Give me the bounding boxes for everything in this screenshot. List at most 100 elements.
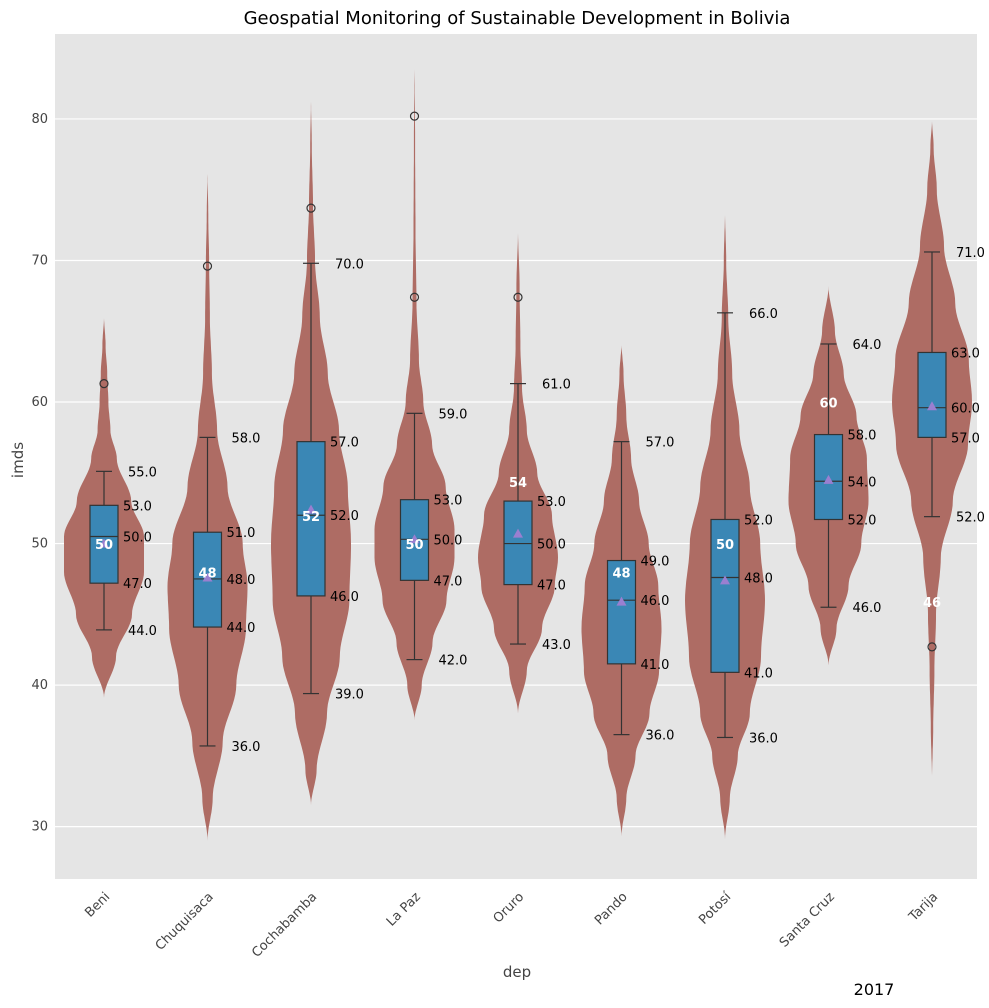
stat-label: 53.0 xyxy=(537,495,566,510)
stat-label: 46.0 xyxy=(330,590,359,605)
x-tick-label: La Paz xyxy=(384,890,424,930)
footer-year: 2017 xyxy=(854,980,895,999)
stat-label: 49.0 xyxy=(641,555,670,570)
outlier-point xyxy=(306,203,316,213)
mean-marker xyxy=(513,528,523,538)
stat-label: 58.0 xyxy=(848,429,877,444)
iqr-box xyxy=(503,500,533,586)
x-tick-label: Cochabamba xyxy=(249,890,320,961)
y-tick-label: 30 xyxy=(31,820,48,835)
stat-label: 48.0 xyxy=(227,573,256,588)
stat-label: 39.0 xyxy=(335,688,364,703)
violin-group-beni: 50 55.0 53.0 50.0 47.0 44.0 xyxy=(64,315,157,698)
x-tick-label: Beni xyxy=(82,890,113,921)
violin-group-santa-cruz: 60 64.0 58.0 54.0 52.0 46.0 xyxy=(788,285,882,666)
x-axis-title: dep xyxy=(503,963,531,981)
mean-marker xyxy=(202,572,213,582)
stat-label: 66.0 xyxy=(749,307,778,322)
stat-label: 36.0 xyxy=(232,740,261,755)
iqr-box xyxy=(296,441,326,597)
outlier-point xyxy=(202,261,213,271)
stat-label: 57.0 xyxy=(330,436,359,451)
stat-label: 50.0 xyxy=(434,533,463,548)
stat-label: 43.0 xyxy=(542,638,571,653)
mean-value-label: 48 xyxy=(198,567,216,582)
stat-label: 52.0 xyxy=(848,513,877,528)
mean-marker xyxy=(99,538,109,548)
stat-label: 52.0 xyxy=(330,509,359,524)
mean-marker xyxy=(409,534,420,544)
violin-group-potos-: 50 66.0 52.0 48.0 41.0 36.0 xyxy=(685,210,778,840)
violin-group-chuquisaca: 48 58.0 51.0 48.0 44.0 36.0 xyxy=(167,169,261,841)
outlier-point xyxy=(927,642,937,652)
mean-value-label: 48 xyxy=(612,567,630,582)
stat-label: 51.0 xyxy=(227,526,256,541)
mean-value-label: 54 xyxy=(509,476,527,491)
mean-value-label: 60 xyxy=(819,397,837,412)
stat-label: 46.0 xyxy=(853,601,882,616)
stat-label: 55.0 xyxy=(128,465,157,480)
stat-label: 46.0 xyxy=(641,594,670,609)
stat-label: 63.0 xyxy=(951,346,980,361)
stat-label: 47.0 xyxy=(537,579,566,594)
stat-label: 41.0 xyxy=(641,658,670,673)
x-tick-label: Pando xyxy=(592,890,631,929)
mean-marker xyxy=(306,504,316,514)
stat-label: 50.0 xyxy=(123,530,152,545)
stat-label: 61.0 xyxy=(542,378,571,393)
mean-value-label: 50 xyxy=(716,538,734,553)
outlier-point xyxy=(513,292,523,302)
violin-group-cochabamba: 52 70.0 57.0 52.0 46.0 39.0 xyxy=(271,97,364,806)
stat-label: 53.0 xyxy=(123,499,152,514)
outlier-point xyxy=(409,111,420,121)
mean-marker xyxy=(823,474,834,484)
stat-label: 52.0 xyxy=(744,513,773,528)
y-tick-label: 60 xyxy=(31,395,48,410)
stat-label: 60.0 xyxy=(951,402,980,417)
x-tick-label: Chuquisaca xyxy=(153,890,217,954)
mean-value-label: 46 xyxy=(923,596,941,611)
stat-label: 59.0 xyxy=(439,407,468,422)
violin-group-tarija: 46 71.0 63.0 60.0 57.0 52.0 xyxy=(892,118,985,780)
stat-label: 52.0 xyxy=(956,511,985,526)
stat-label: 44.0 xyxy=(128,624,157,639)
outlier-point xyxy=(99,379,109,389)
stat-label: 57.0 xyxy=(646,436,675,451)
stat-label: 50.0 xyxy=(537,538,566,553)
x-tick-label: Tarija xyxy=(906,890,942,926)
stat-label: 70.0 xyxy=(335,257,364,272)
stat-label: 58.0 xyxy=(232,431,261,446)
mean-value-label: 52 xyxy=(302,510,320,525)
x-tick-label: Potosí xyxy=(696,889,734,927)
stat-label: 57.0 xyxy=(951,431,980,446)
iqr-box xyxy=(917,351,947,438)
stat-label: 44.0 xyxy=(227,621,256,636)
mean-marker xyxy=(927,401,937,411)
stat-label: 71.0 xyxy=(956,246,985,261)
stat-label: 48.0 xyxy=(744,572,773,587)
mean-marker xyxy=(720,575,730,585)
stat-label: 47.0 xyxy=(434,574,463,589)
mean-value-label: 50 xyxy=(405,538,423,553)
stat-label: 53.0 xyxy=(434,494,463,509)
stat-label: 36.0 xyxy=(749,731,778,746)
stat-label: 54.0 xyxy=(848,475,877,490)
mean-marker xyxy=(616,596,627,606)
y-axis-title: imds xyxy=(9,442,27,478)
violin-group-la-paz: 50 59.0 53.0 50.0 47.0 42.0 xyxy=(374,53,468,721)
iqr-box xyxy=(710,518,740,673)
chart-title: Geospatial Monitoring of Sustainable Dev… xyxy=(244,8,791,29)
x-tick-label: Oruro xyxy=(491,890,528,927)
stat-label: 47.0 xyxy=(123,577,152,592)
stat-label: 36.0 xyxy=(646,729,675,744)
marks-layer: 50 55.0 53.0 50.0 47.0 44.0 48 58.0 51.0 48.0 44.0… xyxy=(64,53,985,841)
y-tick-label: 80 xyxy=(31,112,48,127)
x-tick-label: Santa Cruz xyxy=(777,890,838,951)
violin-group-pando: 48 57.0 49.0 46.0 41.0 36.0 xyxy=(581,342,675,837)
y-tick-label: 70 xyxy=(31,253,48,268)
stat-label: 41.0 xyxy=(744,666,773,681)
iqr-box xyxy=(606,559,637,665)
y-tick-label: 40 xyxy=(31,678,48,693)
